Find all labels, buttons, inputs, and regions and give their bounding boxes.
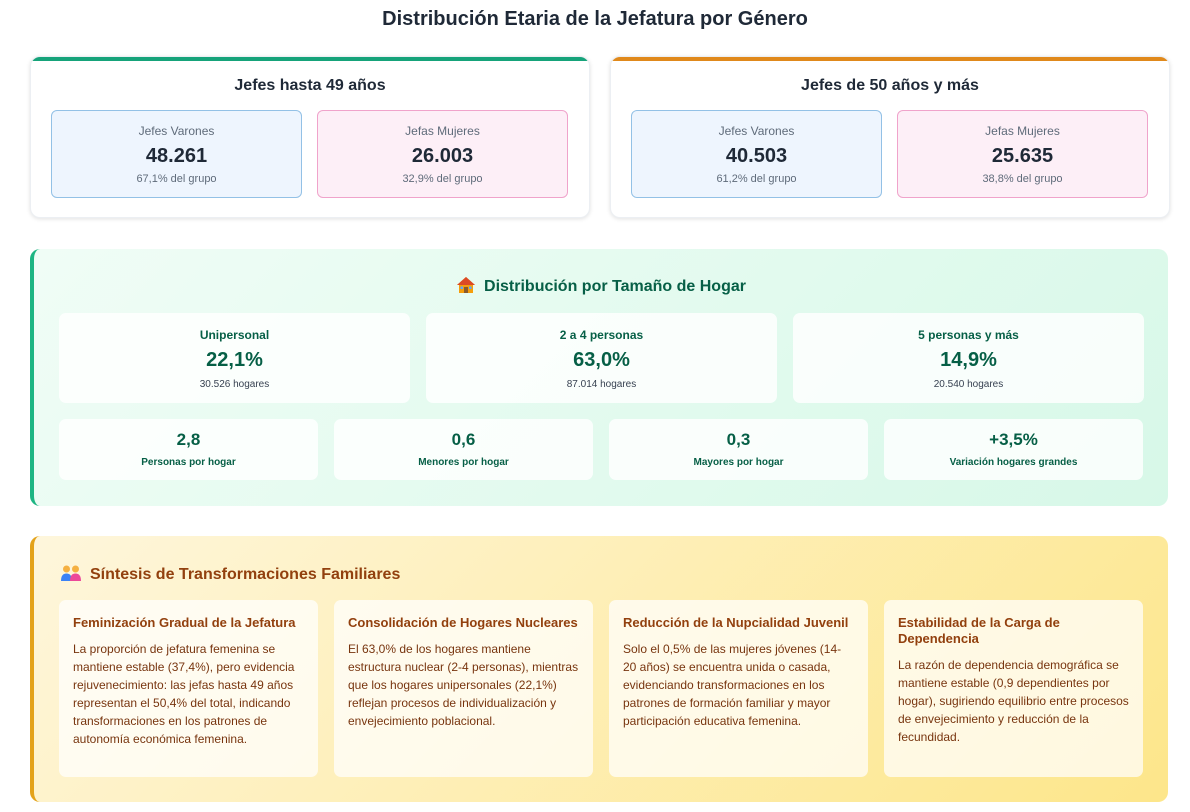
- synthesis-card-title: Consolidación de Hogares Nucleares: [348, 615, 578, 630]
- synthesis-title-text: Síntesis de Transformaciones Familiares: [90, 566, 401, 583]
- age-group-card-under-50: Jefes hasta 49 años Jefes Varones 48.261…: [30, 56, 590, 218]
- synthesis-card-body: El 63,0% de los hogares mantiene estruct…: [348, 642, 579, 728]
- household-size-pct: 22,1%: [206, 349, 263, 371]
- household-stat-card: 2,8 Personas por hogar: [59, 419, 318, 480]
- household-stat-value: 2,8: [176, 430, 201, 449]
- male-heads-box: Jefes Varones 48.261 67,1% del grupo: [51, 110, 302, 198]
- household-stat-label: Menores por hogar: [418, 457, 509, 468]
- male-heads-label: Jefes Varones: [138, 124, 215, 138]
- synthesis-section: Síntesis de Transformaciones Familiares …: [30, 536, 1168, 802]
- female-heads-box: Jefas Mujeres 26.003 32,9% del grupo: [317, 110, 568, 198]
- household-title-text: Distribución por Tamaño de Hogar: [484, 278, 746, 295]
- household-section-title: Distribución por Tamaño de Hogar: [34, 276, 1168, 296]
- age-group-card-50-plus: Jefes de 50 años y más Jefes Varones 40.…: [610, 56, 1170, 218]
- house-icon: [457, 277, 476, 293]
- synthesis-card-body: La razón de dependencia demográfica se m…: [898, 658, 1129, 744]
- household-stat-card: +3,5% Variación hogares grandes: [884, 419, 1143, 480]
- female-heads-label: Jefas Mujeres: [985, 124, 1060, 138]
- household-size-pct: 63,0%: [573, 349, 630, 371]
- household-stat-value: 0,6: [451, 430, 476, 449]
- household-size-pct: 14,9%: [940, 349, 997, 371]
- age-group-title: Jefes hasta 49 años: [234, 77, 386, 94]
- page-title: Distribución Etaria de la Jefatura por G…: [382, 8, 808, 30]
- synthesis-card-body: La proporción de jefatura femenina se ma…: [73, 642, 295, 746]
- household-size-count: 87.014 hogares: [566, 379, 637, 390]
- synthesis-card: Reducción de la Nupcialidad Juvenil Solo…: [609, 600, 868, 777]
- household-stat-value: 0,3: [726, 430, 751, 449]
- household-size-label: 5 personas y más: [918, 328, 1019, 342]
- male-heads-value: 48.261: [145, 145, 208, 167]
- synthesis-card: Consolidación de Hogares Nucleares El 63…: [334, 600, 593, 777]
- household-size-card: 2 a 4 personas 63,0% 87.014 hogares: [426, 313, 777, 403]
- household-size-count: 30.526 hogares: [199, 379, 270, 390]
- synthesis-card-title: Feminización Gradual de la Jefatura: [73, 615, 296, 630]
- female-heads-value: 26.003: [411, 145, 474, 167]
- household-size-label: 2 a 4 personas: [559, 328, 644, 342]
- household-stat-card: 0,6 Menores por hogar: [334, 419, 593, 480]
- accent-bar: [611, 57, 1169, 61]
- female-heads-label: Jefas Mujeres: [405, 124, 480, 138]
- female-heads-pct: 32,9% del grupo: [402, 173, 483, 185]
- age-group-title: Jefes de 50 años y más: [801, 77, 979, 94]
- household-size-label: Unipersonal: [199, 328, 270, 342]
- household-stat-label: Mayores por hogar: [693, 457, 784, 468]
- household-size-card: 5 personas y más 14,9% 20.540 hogares: [793, 313, 1144, 403]
- male-heads-value: 40.503: [725, 145, 788, 167]
- synthesis-section-title: Síntesis de Transformaciones Familiares: [60, 564, 400, 584]
- female-heads-pct: 38,8% del grupo: [982, 173, 1063, 185]
- household-stat-card: 0,3 Mayores por hogar: [609, 419, 868, 480]
- synthesis-card-title: Reducción de la Nupcialidad Juvenil: [623, 615, 849, 630]
- household-size-section: Distribución por Tamaño de Hogar Unipers…: [30, 249, 1168, 506]
- male-heads-pct: 67,1% del grupo: [136, 173, 217, 185]
- male-heads-label: Jefes Varones: [718, 124, 795, 138]
- people-icon: [61, 565, 81, 581]
- male-heads-pct: 61,2% del grupo: [716, 173, 797, 185]
- synthesis-card: Feminización Gradual de la Jefatura La p…: [59, 600, 318, 777]
- female-heads-box: Jefas Mujeres 25.635 38,8% del grupo: [897, 110, 1148, 198]
- female-heads-value: 25.635: [991, 145, 1054, 167]
- household-size-count: 20.540 hogares: [933, 379, 1004, 390]
- synthesis-card-title: Estabilidad de la Carga de Dependencia: [898, 615, 1060, 646]
- household-stat-label: Variación hogares grandes: [949, 457, 1078, 468]
- accent-bar: [31, 57, 589, 61]
- household-size-card: Unipersonal 22,1% 30.526 hogares: [59, 313, 410, 403]
- male-heads-box: Jefes Varones 40.503 61,2% del grupo: [631, 110, 882, 198]
- synthesis-card: Estabilidad de la Carga de Dependencia L…: [884, 600, 1143, 777]
- household-stat-value: +3,5%: [989, 430, 1038, 449]
- synthesis-card-body: Solo el 0,5% de las mujeres jóvenes (14-…: [623, 642, 842, 728]
- household-stat-label: Personas por hogar: [141, 457, 236, 468]
